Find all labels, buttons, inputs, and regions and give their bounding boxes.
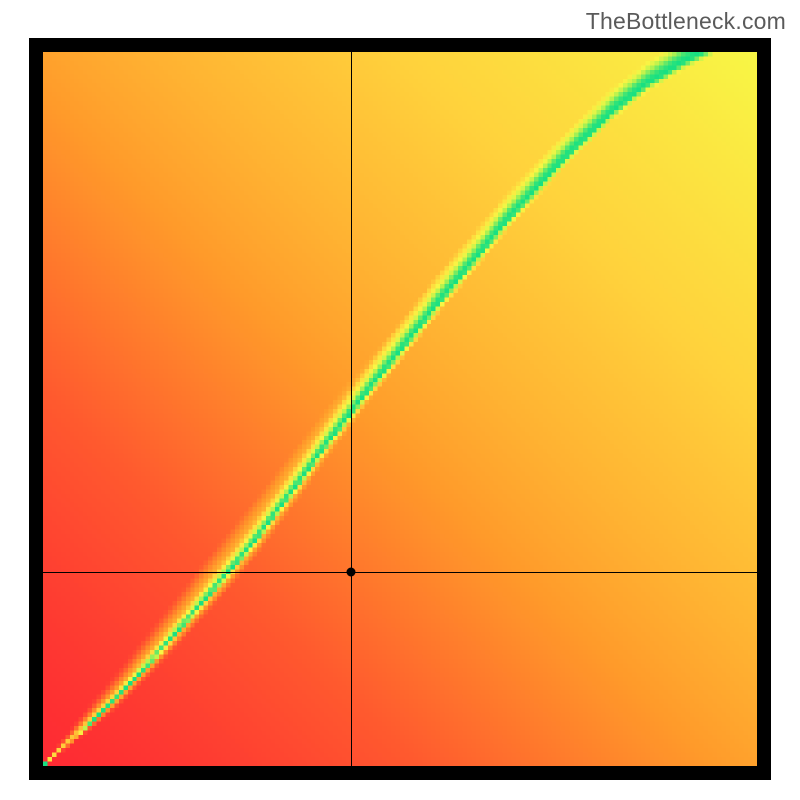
crosshair-horizontal-line: [43, 572, 757, 573]
watermark-text: TheBottleneck.com: [586, 8, 786, 35]
crosshair-vertical-line: [351, 52, 352, 766]
chart-container: TheBottleneck.com: [0, 0, 800, 800]
plot-area: [43, 52, 757, 766]
heatmap-canvas: [43, 52, 757, 766]
crosshair-marker-dot: [347, 567, 356, 576]
